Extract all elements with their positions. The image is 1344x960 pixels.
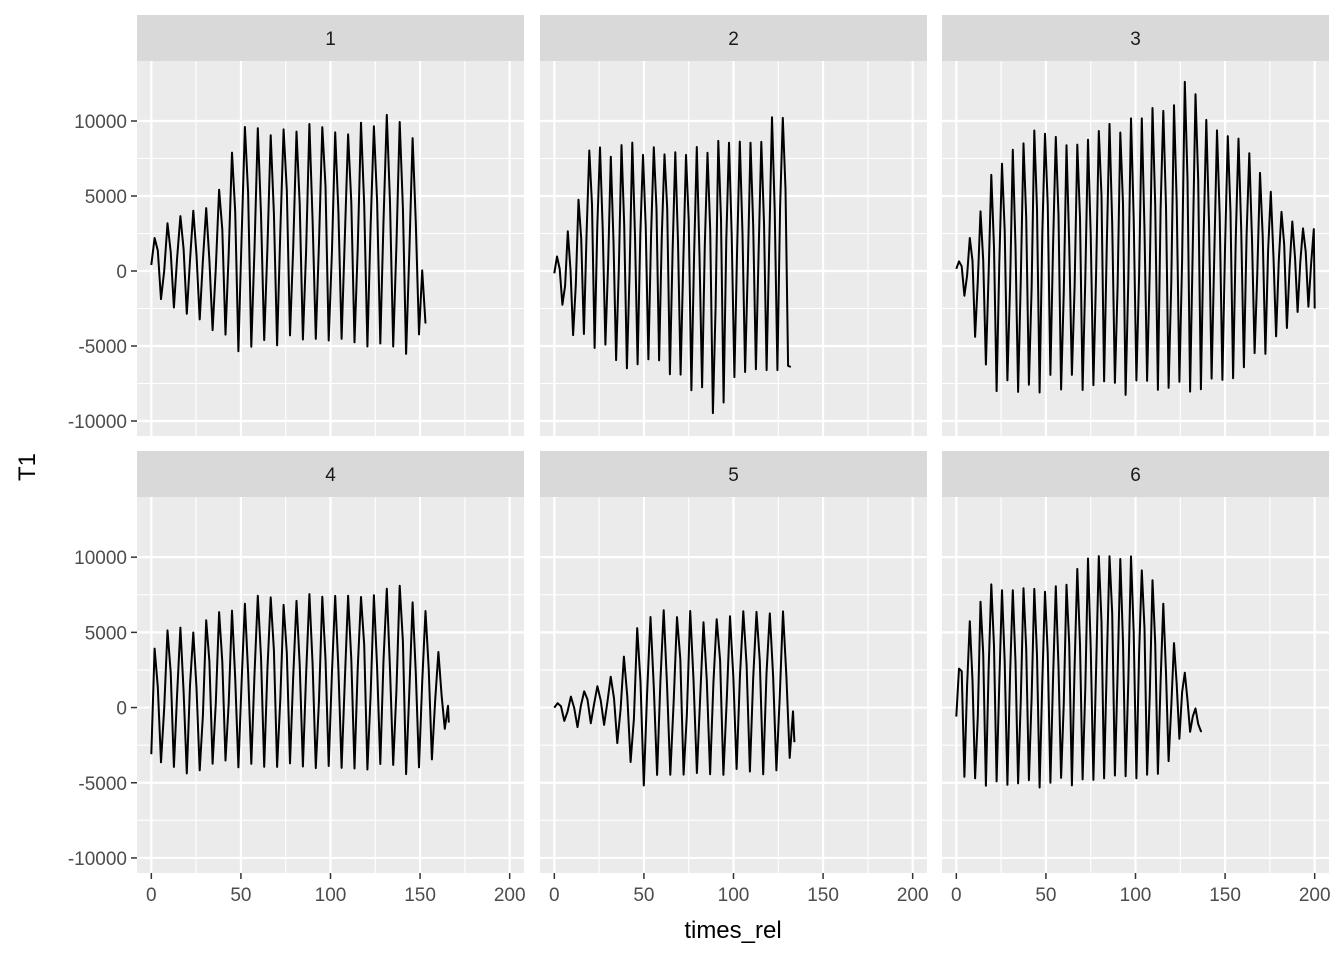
facet-strip-1 — [137, 15, 524, 61]
x-tick-label: 200 — [494, 885, 526, 906]
x-tick-label: 0 — [549, 885, 560, 906]
series-line-panel-3 — [955, 80, 1316, 396]
facet-strip-6 — [942, 451, 1329, 497]
series-line-panel-2 — [553, 116, 792, 415]
x-tick-label: 0 — [146, 885, 157, 906]
facet-strip-label-5: 5 — [728, 465, 739, 486]
x-tick-label: 150 — [807, 885, 839, 906]
x-tick-label: 200 — [1299, 885, 1331, 906]
x-tick-label: 200 — [897, 885, 929, 906]
y-tick-label: -5000 — [78, 337, 127, 358]
y-tick-label: 10000 — [74, 112, 127, 133]
x-tick-label: 100 — [718, 885, 750, 906]
y-tick-label: 5000 — [85, 623, 127, 644]
y-tick-label: 0 — [116, 699, 127, 720]
series-line-panel-5 — [553, 609, 796, 787]
x-tick-label: 0 — [951, 885, 962, 906]
facet-strip-label-6: 6 — [1130, 465, 1141, 486]
x-tick-label: 100 — [1120, 885, 1152, 906]
facet-strip-label-3: 3 — [1130, 29, 1141, 50]
series-line-panel-6 — [955, 555, 1203, 789]
y-axis-title: T1 — [14, 453, 41, 481]
y-tick-label: -10000 — [68, 849, 127, 870]
y-tick-label: -10000 — [68, 412, 127, 433]
x-tick-label: 50 — [230, 885, 251, 906]
x-tick-label: 150 — [1209, 885, 1241, 906]
facet-strip-4 — [137, 451, 524, 497]
facet-strip-5 — [540, 451, 927, 497]
facet-strip-label-1: 1 — [325, 29, 336, 50]
facet-strip-2 — [540, 15, 927, 61]
y-tick-label: 10000 — [74, 548, 127, 569]
series-line-panel-1 — [150, 113, 427, 355]
x-tick-label: 50 — [1035, 885, 1056, 906]
x-axis-title: times_rel — [684, 917, 781, 944]
x-tick-label: 150 — [404, 885, 436, 906]
y-tick-label: 5000 — [85, 187, 127, 208]
x-tick-label: 100 — [315, 885, 347, 906]
y-tick-label: -5000 — [78, 774, 127, 795]
facet-strip-label-2: 2 — [728, 29, 739, 50]
series-line-panel-4 — [150, 584, 450, 776]
facet-strip-3 — [942, 15, 1329, 61]
x-tick-label: 50 — [633, 885, 654, 906]
y-tick-label: 0 — [116, 262, 127, 283]
facet-strip-label-4: 4 — [325, 465, 336, 486]
